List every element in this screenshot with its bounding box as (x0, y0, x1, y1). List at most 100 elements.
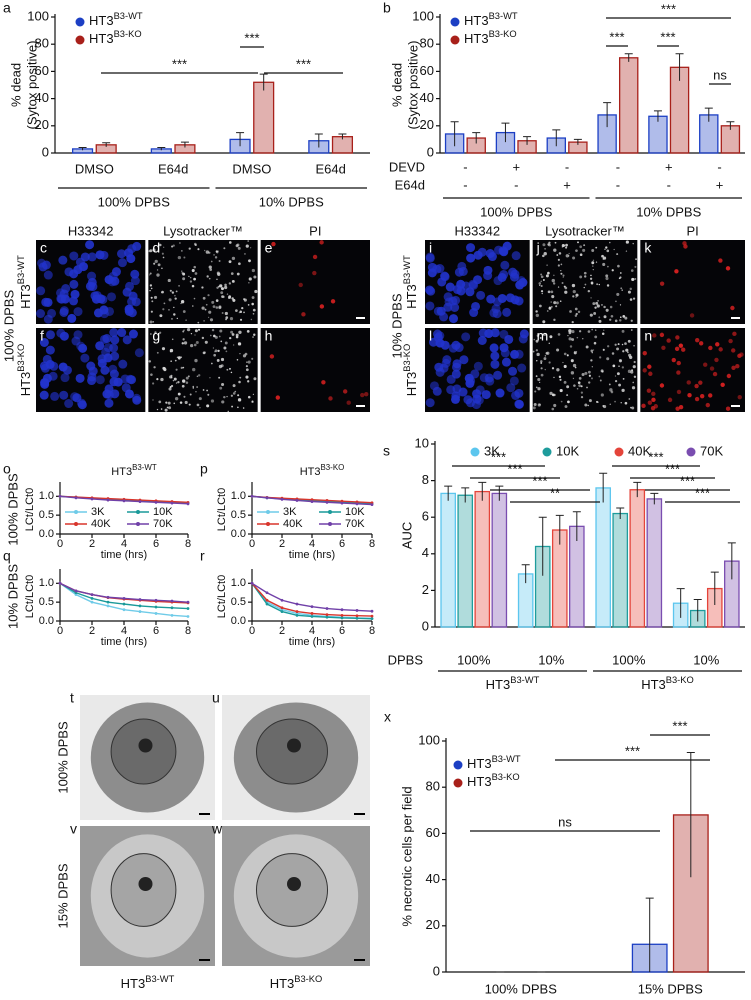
cell (182, 330, 185, 333)
cell (510, 295, 520, 305)
legend-label: 3K (91, 506, 105, 518)
cell (730, 305, 735, 311)
cell (533, 338, 536, 341)
significance-label: ** (550, 485, 560, 500)
cell (215, 299, 219, 302)
cell (134, 348, 144, 358)
cell (461, 281, 471, 291)
cell (543, 357, 547, 361)
y-tick-label: 40 (420, 90, 434, 105)
significance-label: *** (296, 56, 311, 71)
cell (614, 343, 617, 346)
cell (127, 308, 137, 318)
legend-label-sup: B3-WT (489, 11, 518, 21)
treatment-level: - (463, 177, 467, 192)
panel-letter: r (200, 548, 205, 564)
treatment-level: - (565, 159, 569, 174)
cell (500, 260, 510, 270)
cell (675, 406, 680, 411)
cell (225, 350, 228, 353)
cell (540, 373, 544, 377)
cell (509, 376, 519, 386)
y-tick-label: 6 (422, 509, 429, 524)
x-tick-label: 100% DPBS (485, 981, 558, 996)
cell (195, 391, 197, 393)
cell (171, 338, 174, 341)
cell (109, 328, 119, 338)
cell (622, 315, 626, 318)
cell (182, 277, 186, 281)
cell (632, 297, 636, 300)
y-axis-label: % necrotic cells per field (399, 786, 414, 926)
cell (619, 304, 622, 306)
cell (275, 395, 281, 400)
cell (214, 335, 218, 339)
legend-marker (136, 510, 140, 514)
cell (617, 343, 620, 346)
cell (632, 381, 635, 384)
significance-label: *** (507, 461, 522, 476)
error-bar (461, 487, 470, 503)
cell (238, 262, 241, 266)
cell (591, 366, 593, 368)
cell (591, 351, 593, 354)
cell (553, 274, 555, 277)
cell (694, 383, 699, 389)
block-label: 10% DPBS (389, 293, 404, 358)
error-bar (624, 53, 633, 62)
micrograph (260, 240, 370, 324)
cell (150, 296, 153, 299)
cell (193, 265, 196, 269)
cell (126, 254, 136, 264)
row-label-main: HT3 (18, 284, 33, 309)
cell (549, 306, 551, 308)
cell (560, 269, 562, 272)
cell (249, 247, 252, 249)
x-axis-label: time (hrs) (289, 549, 335, 561)
line (59, 582, 189, 610)
cell (590, 359, 593, 362)
error-bar (572, 511, 581, 541)
cell (535, 386, 538, 389)
panel-letter: l (429, 328, 432, 344)
cell (188, 247, 191, 250)
cell (39, 390, 49, 400)
cell (153, 366, 156, 369)
x-axis-label: DPBS (388, 652, 424, 667)
cell (562, 274, 565, 277)
cell (182, 366, 185, 369)
cell (709, 366, 715, 371)
cell (535, 375, 538, 378)
cell (149, 272, 152, 275)
cell (193, 343, 197, 347)
cell (592, 269, 594, 271)
cell (557, 264, 560, 267)
cell (634, 265, 637, 268)
cell (181, 342, 184, 345)
cell (121, 383, 131, 393)
cell (556, 254, 559, 256)
cell (562, 361, 564, 364)
y-tick-label: 0.0 (39, 615, 54, 627)
cell (426, 286, 436, 296)
bar (646, 498, 663, 628)
cell (156, 269, 159, 271)
cell (675, 335, 680, 340)
cell (232, 392, 236, 395)
cell (616, 253, 619, 256)
cell (59, 331, 69, 341)
error-bar (599, 472, 608, 503)
cell (182, 379, 186, 383)
cell (210, 399, 215, 403)
micrograph (532, 240, 638, 324)
cell (678, 343, 684, 348)
row-label: HT3B3-WT (402, 255, 419, 309)
error-bar (102, 142, 111, 147)
x-tick-label: 0 (57, 625, 63, 637)
cell (708, 345, 713, 351)
cell (728, 338, 733, 344)
cell (247, 380, 250, 383)
cell (633, 360, 636, 364)
cell (76, 398, 86, 408)
cell (248, 281, 250, 284)
